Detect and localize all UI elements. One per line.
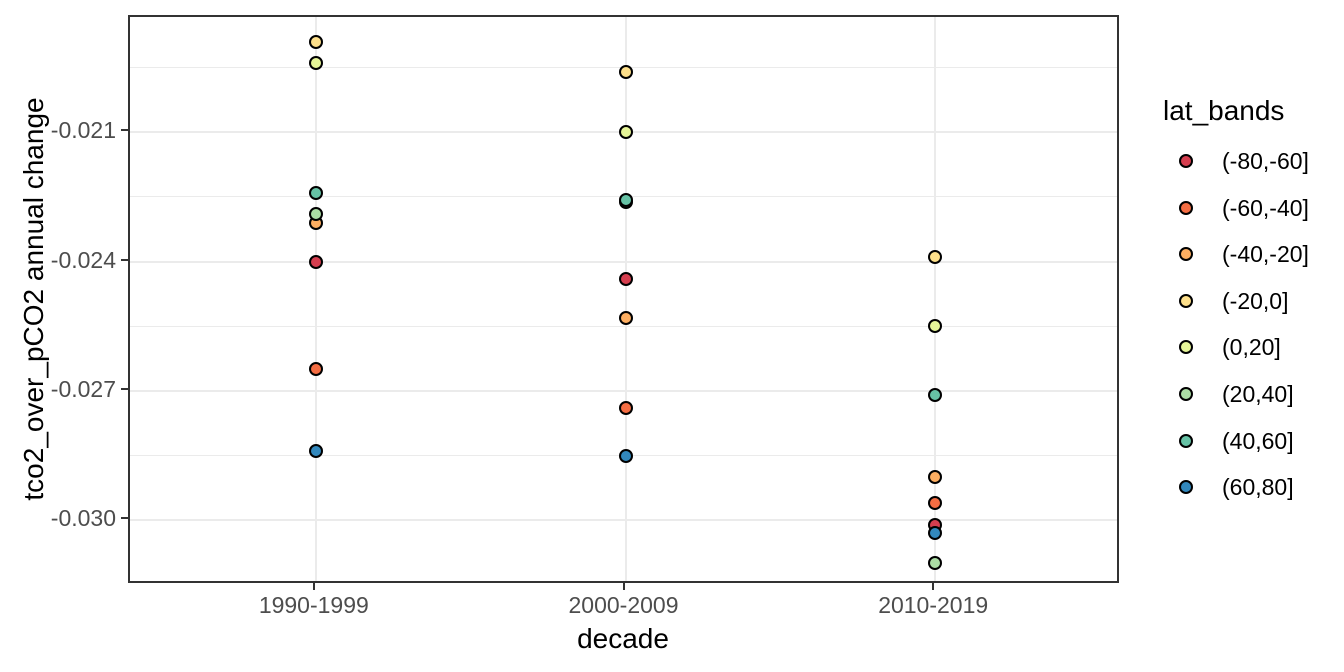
data-point	[928, 250, 943, 265]
legend-key-(20,40]	[1179, 387, 1193, 401]
data-point	[618, 271, 633, 286]
data-point	[618, 64, 633, 79]
y-axis-title: tco2_over_pCO2 annual change	[18, 97, 49, 501]
legend-label: (-80,-60]	[1222, 148, 1309, 174]
plot-panel	[128, 15, 1119, 583]
gridline-major-x	[934, 17, 937, 581]
x-tick-mark	[622, 583, 625, 590]
x-tick-label: 2000-2009	[568, 592, 679, 618]
gridline-major	[130, 260, 1117, 263]
legend-label: (40,60]	[1222, 427, 1294, 454]
data-point	[618, 193, 633, 208]
data-point	[308, 34, 323, 49]
gridline-minor	[130, 325, 1117, 327]
gridline-major-x	[314, 17, 317, 581]
legend-label: (20,40]	[1222, 381, 1294, 407]
data-point	[928, 526, 943, 541]
gridline-major	[130, 519, 1117, 522]
legend-key-(40,60]	[1179, 433, 1193, 448]
y-tick-mark	[121, 517, 128, 520]
legend-label: (0,20]	[1222, 334, 1281, 361]
y-tick-label: -0.024	[50, 246, 116, 273]
legend-key-(-60,-40]	[1179, 200, 1193, 215]
y-tick-label: -0.021	[50, 117, 116, 144]
x-axis-title: decade	[577, 623, 669, 654]
legend-key-(-40,-20]	[1179, 247, 1193, 262]
y-tick-mark	[121, 258, 128, 261]
data-point	[928, 556, 943, 571]
x-tick-mark	[312, 583, 315, 590]
data-point	[618, 125, 633, 140]
legend-key-(-80,-60]	[1179, 154, 1193, 168]
y-tick-label: -0.027	[50, 375, 116, 402]
legend-label: (60,80]	[1222, 474, 1294, 501]
data-point	[618, 401, 633, 416]
data-point	[928, 496, 943, 511]
y-tick-label: -0.030	[50, 505, 116, 532]
legend-label: (-60,-40]	[1222, 194, 1309, 221]
x-tick-mark	[932, 583, 935, 590]
legend-key-(-20,0]	[1179, 293, 1193, 308]
gridline-major-x	[624, 17, 627, 581]
data-point	[928, 388, 943, 403]
data-point	[928, 319, 943, 334]
gridline-major	[130, 389, 1117, 392]
data-point	[308, 362, 323, 377]
legend-key-(0,20]	[1179, 340, 1193, 355]
legend-key-(60,80]	[1179, 480, 1193, 495]
x-tick-label: 1990-1999	[258, 592, 369, 618]
data-point	[308, 254, 323, 269]
data-point	[928, 470, 943, 485]
x-tick-label: 2010-2019	[878, 592, 989, 618]
legend-label: (-40,-20]	[1222, 241, 1309, 268]
y-tick-mark	[121, 129, 128, 132]
data-point	[618, 448, 633, 463]
legend-label: (-20,0]	[1222, 287, 1289, 314]
y-tick-mark	[121, 387, 128, 390]
legend-title: lat_bands	[1163, 95, 1285, 126]
data-point	[308, 444, 323, 459]
data-point	[308, 185, 323, 200]
data-point	[308, 207, 323, 222]
data-point	[618, 310, 633, 325]
data-point	[308, 56, 323, 71]
